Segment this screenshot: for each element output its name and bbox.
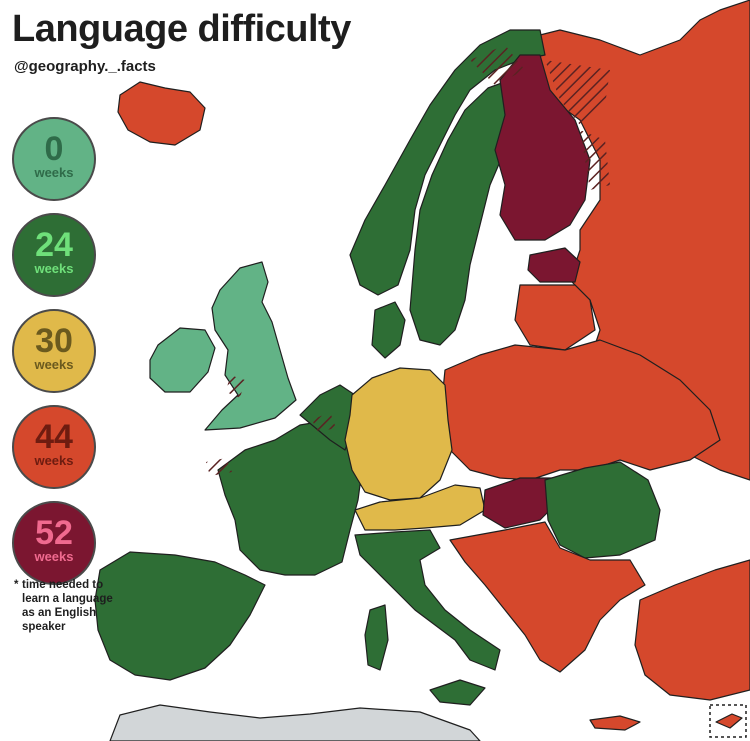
legend-unit: weeks (34, 549, 74, 564)
region-italy (354, 529, 501, 671)
region-baltics-east (514, 284, 596, 351)
hatch-brittany (206, 458, 232, 476)
footnote-marker: * (14, 579, 19, 591)
legend-unit: weeks (34, 261, 74, 276)
legend-item-30-weeks: 30 weeks (12, 309, 96, 393)
region-north-africa (109, 704, 481, 741)
legend-item-24-weeks: 24 weeks (12, 213, 96, 297)
region-balkans (449, 521, 646, 673)
cyprus-inset-box (709, 704, 747, 738)
legend-value: 44 (35, 418, 73, 456)
region-sicily (429, 679, 486, 706)
legend-value: 52 (35, 514, 73, 552)
region-sweden (409, 79, 516, 346)
legend-unit: weeks (34, 453, 74, 468)
hatch-flanders (312, 412, 336, 432)
hatch-karelia-south (580, 130, 610, 190)
legend-item-0-weeks: 0 weeks (12, 117, 96, 201)
hatch-wales (226, 375, 245, 398)
footnote-text: time needed to learn a language as an En… (22, 579, 113, 633)
legend-value: 24 (35, 226, 73, 264)
region-turkey (634, 559, 750, 701)
region-iberia (94, 551, 266, 681)
region-estonia (527, 247, 581, 283)
hatch-karelia (545, 60, 610, 125)
author-handle: @geography._.facts (14, 58, 156, 75)
region-romania (544, 461, 661, 559)
region-great-britain (204, 261, 297, 431)
legend-item-44-weeks: 44 weeks (12, 405, 96, 489)
region-france (217, 419, 363, 576)
region-germany (344, 367, 453, 501)
region-cyprus (715, 713, 743, 729)
legend-footnote: * time needed to learn a language as an … (14, 578, 114, 634)
legend-value: 30 (35, 322, 73, 360)
region-iceland (117, 81, 206, 146)
legend-item-52-weeks: 52 weeks (12, 501, 96, 585)
region-central-east-europe (439, 339, 721, 481)
region-crete (589, 715, 641, 731)
map-title: Language difficulty (12, 8, 351, 50)
region-sardinia (364, 604, 389, 671)
legend-value: 0 (44, 130, 64, 168)
region-finland (494, 54, 591, 241)
region-denmark (371, 301, 406, 359)
legend-unit: weeks (34, 357, 74, 372)
legend-unit: weeks (34, 165, 74, 180)
hatch-lapland (470, 45, 525, 85)
region-ireland (149, 327, 216, 393)
